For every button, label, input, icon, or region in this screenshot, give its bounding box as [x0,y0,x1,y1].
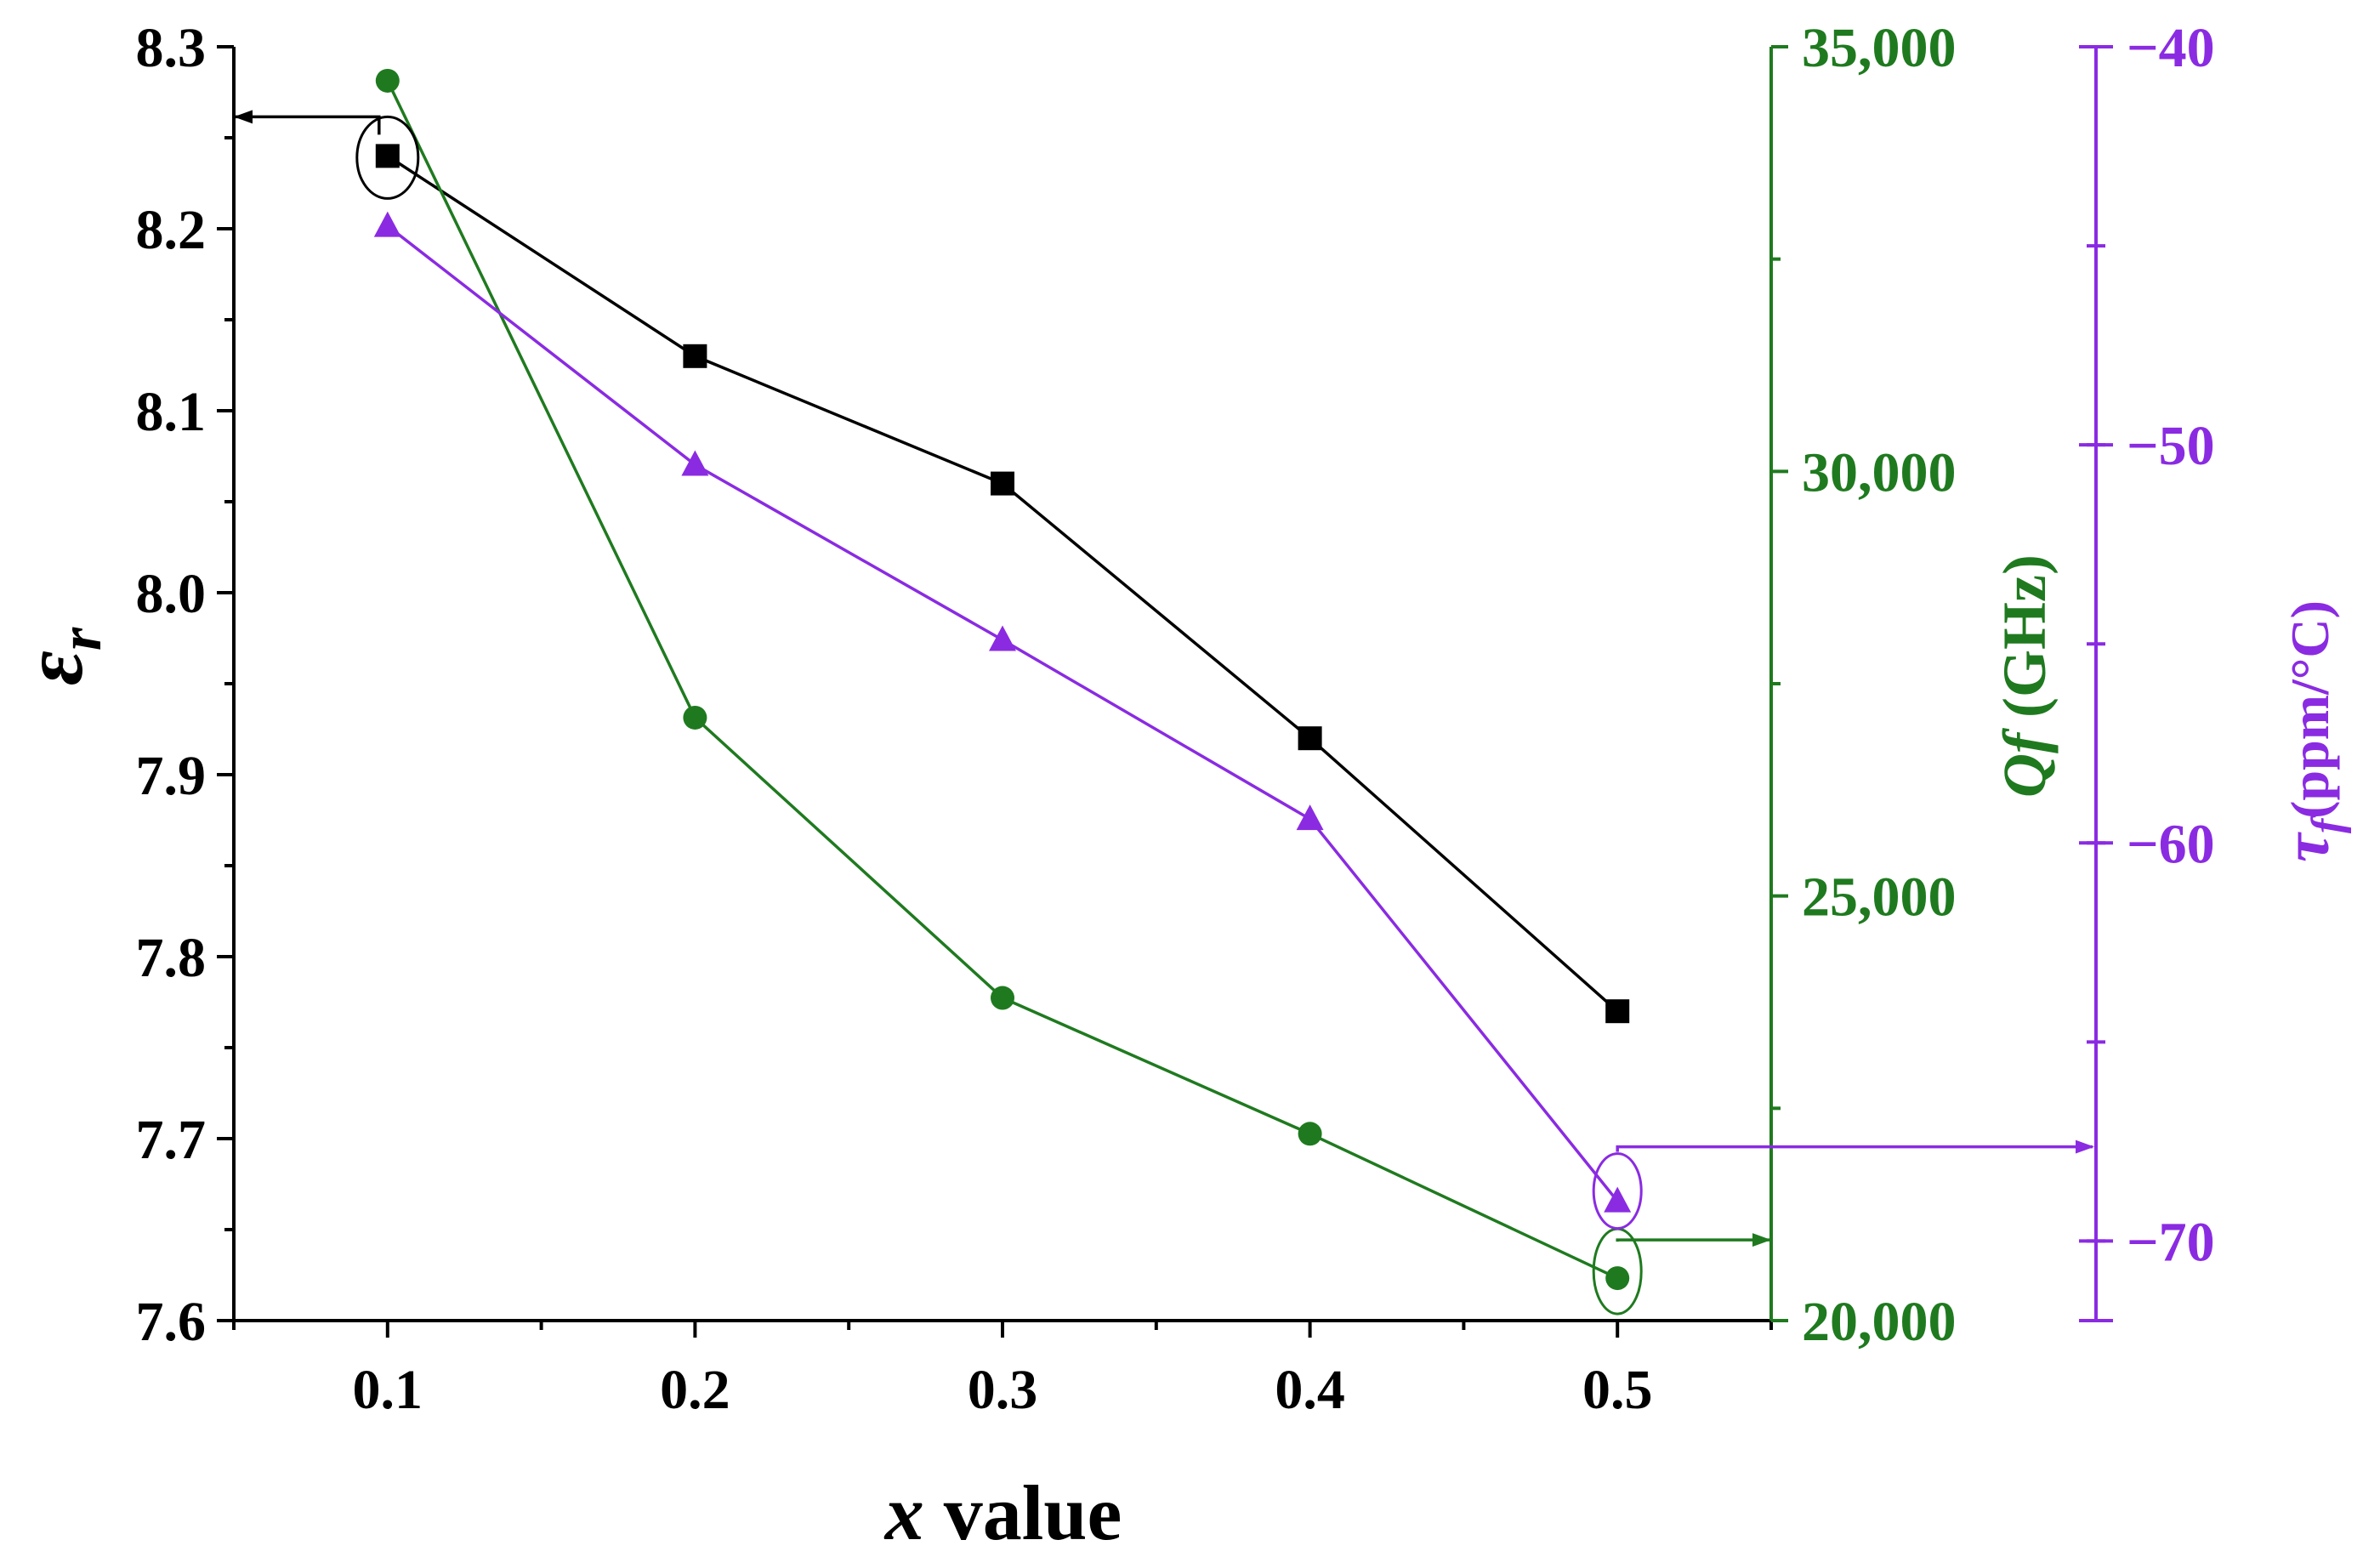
epsilon-r-tick-label: 7.6 [136,1291,207,1353]
annotation-ellipse-epsilon-r [355,115,420,200]
annotation-arrow-epsilon-r [234,110,381,135]
data-point-circle [1298,1122,1322,1146]
epsilon-r-tick-label: 8.2 [136,199,207,261]
x-axis-title: x value [883,1469,1122,1556]
qf-tick-label: 35,000 [1802,17,1957,79]
qf-tick-label: 30,000 [1802,441,1957,503]
data-point-triangle [373,211,401,237]
tau-f-tick-label: −50 [2127,415,2215,477]
data-point-triangle [989,625,1016,651]
data-point-square [375,144,400,168]
data-point-circle [991,986,1014,1010]
data-point-triangle [681,450,709,476]
tau-f-tick-label: −60 [2127,813,2215,875]
annotation-layer [234,110,2094,1315]
data-point-square [991,471,1014,496]
tick-marks [217,45,2113,1338]
data-point-triangle [1604,1186,1632,1213]
tau-f-axis-title: τf(ppm/°C) [2271,600,2352,862]
qf-tick-label: 25,000 [1802,867,1957,929]
series-line-er [386,154,1619,1013]
data-point-square [683,344,707,368]
data-point-square [1298,726,1322,751]
x-tick-label: 0.2 [660,1359,730,1421]
series-layer [373,68,1632,1291]
qf-axis-title: Qf (GHz) [1991,554,2059,798]
tau-f-tick-label: −70 [2127,1211,2215,1273]
series-line-tf [386,224,1619,1202]
annotation-ellipse-tau-f [1592,1152,1643,1230]
data-point-circle [683,705,707,730]
x-tick-label: 0.4 [1275,1359,1345,1421]
epsilon-r-tick-label: 7.9 [136,745,207,807]
annotation-arrow-qf [1616,1233,1771,1247]
epsilon-r-tick-label: 8.0 [136,563,207,625]
x-tick-label: 0.3 [968,1359,1038,1421]
data-point-circle [375,68,400,93]
data-point-circle [1605,1266,1630,1291]
qf-tick-label: 20,000 [1802,1291,1957,1353]
annotation-arrow-tau-f [1616,1139,2094,1154]
data-point-triangle [1296,804,1324,831]
x-tick-label: 0.1 [353,1359,423,1421]
data-point-square [1605,999,1630,1024]
tau-f-tick-label: −40 [2127,17,2215,79]
epsilon-r-tick-label: 7.7 [136,1109,207,1171]
epsilon-r-axis-title: εr [6,627,114,685]
epsilon-r-tick-label: 8.1 [136,381,207,443]
x-tick-label: 0.5 [1582,1359,1653,1421]
label-layer: x value εr Qf (GHz) τf(ppm/°C) 0.1 0.2 0.3… [6,17,2352,1556]
epsilon-r-tick-label: 7.8 [136,927,207,989]
series-line-qf [386,80,1618,1280]
epsilon-r-tick-label: 8.3 [136,17,207,79]
